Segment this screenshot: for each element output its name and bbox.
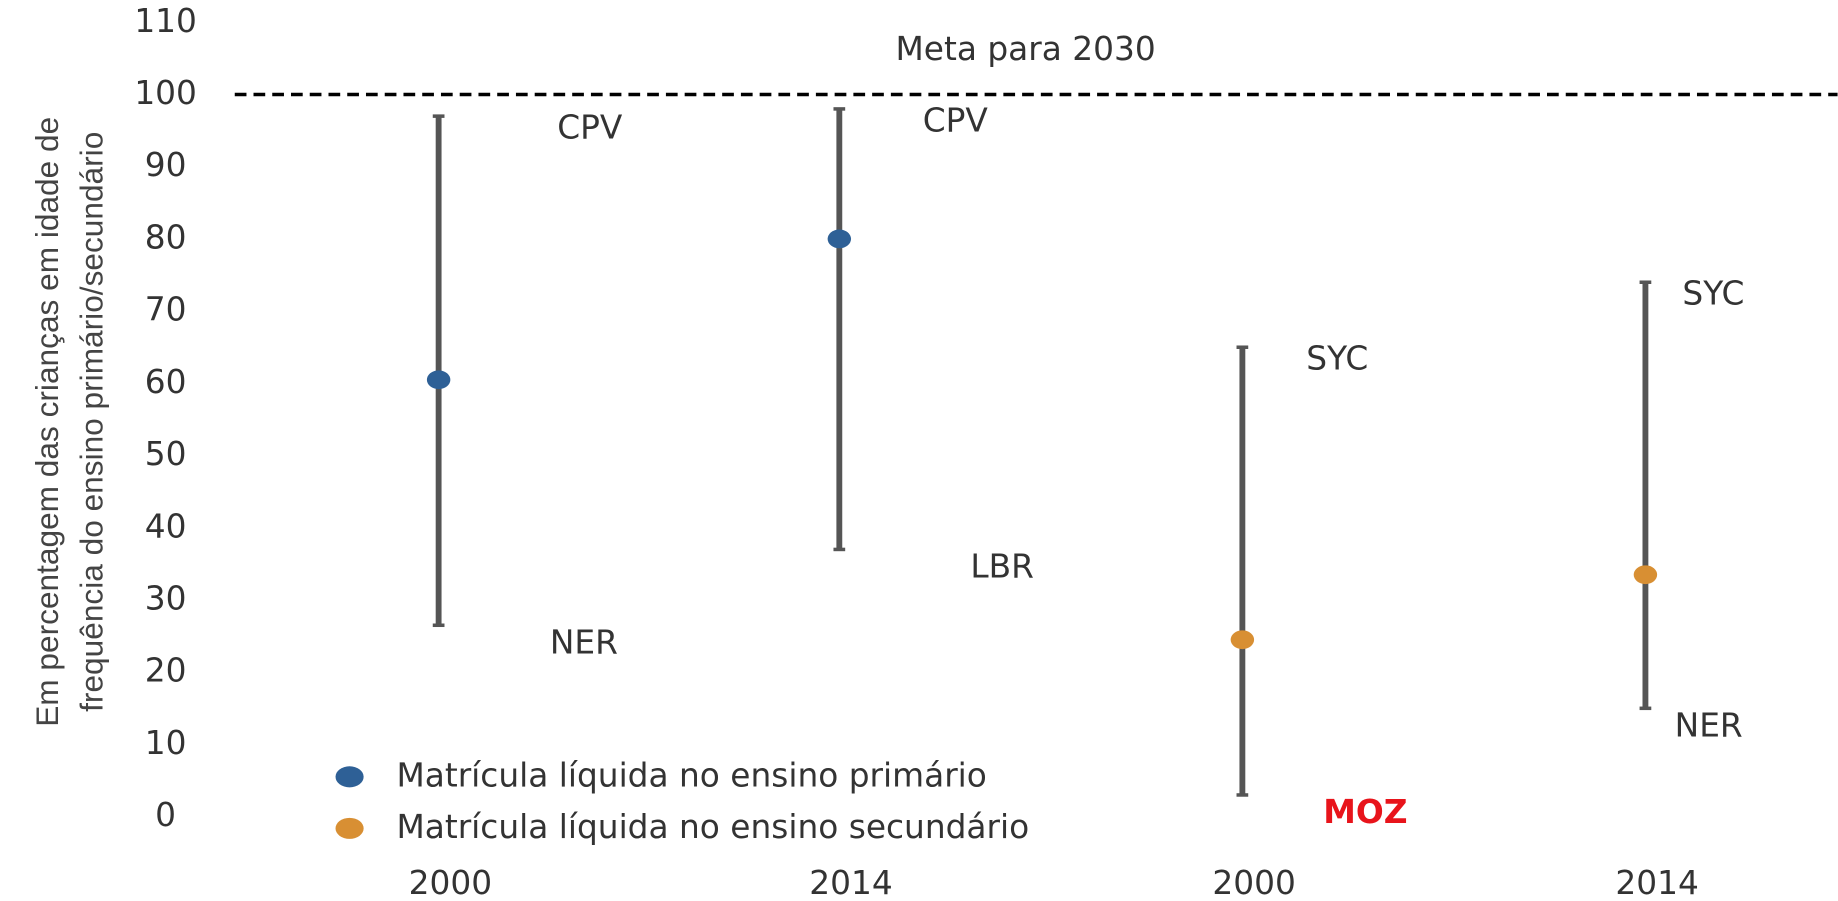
y-tick-label: 50 (145, 435, 187, 473)
point (827, 229, 852, 249)
y-tick-label: 110 (134, 2, 197, 40)
legend-marker (335, 766, 364, 788)
range-label: MOZ (1323, 793, 1407, 831)
range-label: CPV (557, 109, 623, 147)
legend-label: Matrícula líquida no ensino primário (396, 756, 986, 794)
point (426, 370, 451, 390)
point (1633, 565, 1658, 585)
y-tick-label: 20 (145, 652, 187, 690)
legend-label: Matrícula líquida no ensino secundário (396, 808, 1029, 846)
y-tick-label: 0 (155, 796, 176, 834)
y-tick-label: 40 (145, 507, 187, 545)
legend-marker (335, 817, 364, 839)
range-label: CPV (923, 101, 989, 139)
x-tick-label: 2014 (809, 864, 892, 901)
y-tick-label: 10 (145, 724, 187, 762)
y-tick-label: 60 (145, 363, 187, 401)
y-axis-label: Em percentagem das crianças em idade de (29, 117, 65, 727)
y-tick-label: 30 (145, 579, 187, 617)
y-tick-label: 80 (145, 218, 187, 256)
target-label: Meta para 2030 (895, 30, 1155, 68)
range-label: SYC (1682, 275, 1744, 313)
x-tick-label: 2014 (1615, 864, 1698, 901)
range-label: NER (550, 624, 618, 662)
y-tick-label: 100 (134, 74, 197, 112)
y-tick-label: 70 (145, 291, 187, 329)
x-tick-label: 2000 (1212, 864, 1295, 901)
range-label: SYC (1306, 340, 1368, 378)
point (1230, 630, 1255, 650)
range-label: LBR (970, 548, 1034, 586)
range-label: NER (1675, 707, 1743, 745)
y-tick-label: 90 (145, 146, 187, 184)
y-axis-label: frequência do ensino primário/secundário (74, 132, 110, 712)
x-tick-label: 2000 (409, 864, 492, 901)
